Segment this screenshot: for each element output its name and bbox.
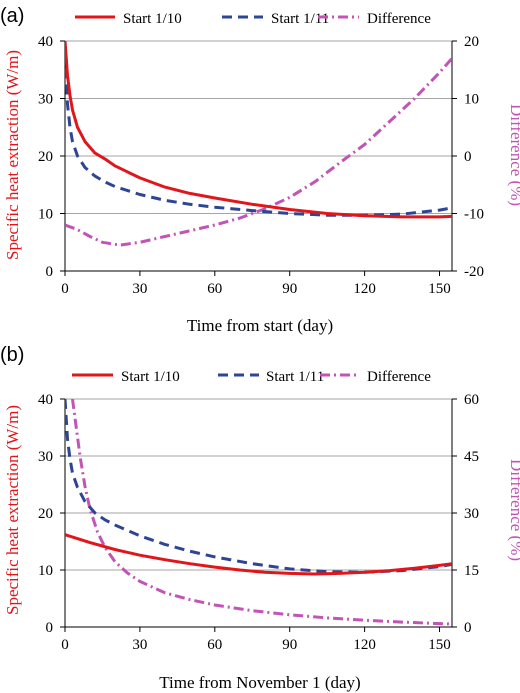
x-tick-label: 0 — [61, 637, 69, 653]
y2-tick-label: 45 — [464, 449, 479, 465]
series-line-start-1-11 — [65, 52, 452, 217]
legend-label-difference: Difference — [367, 11, 431, 27]
panel-label: (b) — [0, 344, 24, 366]
series-line-start-1-10 — [65, 533, 452, 576]
x-tick-label: 30 — [132, 637, 147, 653]
panel-label: (a) — [0, 5, 24, 27]
y-tick-label: 20 — [38, 149, 53, 165]
y-tick-label: 10 — [38, 207, 53, 223]
x-tick-label: 60 — [207, 637, 222, 653]
y2-tick-label: 20 — [464, 34, 479, 50]
y-tick-label: 0 — [46, 264, 54, 280]
x-tick-label: 120 — [353, 281, 376, 297]
y2-tick-label: 0 — [464, 620, 472, 636]
legend-label-start-1-11: Start 1/11 — [271, 11, 329, 27]
y2-axis-label: Difference (%) — [507, 459, 520, 561]
x-tick-label: 60 — [207, 281, 222, 297]
y2-tick-label: -10 — [464, 207, 484, 223]
x-tick-label: 30 — [132, 281, 147, 297]
y-tick-label: 30 — [38, 449, 53, 465]
series-line-start-1-11 — [65, 399, 452, 574]
x-tick-label: 90 — [282, 281, 297, 297]
series-line-difference — [65, 57, 452, 247]
legend: Start 1/10 Start 1/11 Difference — [75, 11, 431, 27]
legend-label-start-1-11: Start 1/11 — [266, 369, 324, 385]
y2-tick-label: 10 — [464, 92, 479, 108]
y-axis-label: Specific heat extraction (W/m) — [3, 50, 22, 260]
y-tick-label: 20 — [38, 506, 53, 522]
y2-tick-label: 60 — [464, 392, 479, 408]
series-line-start-1-10 — [65, 41, 452, 219]
legend-label-start-1-10: Start 1/10 — [121, 369, 180, 385]
panel-b: (b) Start 1/10 Start 1/11 Difference Spe… — [0, 344, 520, 692]
x-axis-label: Time from November 1 (day) — [159, 673, 360, 692]
x-axis-label: Time from start (day) — [187, 316, 333, 335]
x-tick-label: 150 — [428, 281, 451, 297]
y-tick-label: 40 — [38, 392, 53, 408]
y-axis-label: Specific heat extraction (W/m) — [3, 405, 22, 615]
y2-axis-label: Difference (%) — [507, 104, 520, 206]
x-tick-label: 120 — [353, 637, 376, 653]
y2-tick-label: 15 — [464, 563, 479, 579]
legend: Start 1/10 Start 1/11 Difference — [72, 369, 431, 385]
x-tick-label: 150 — [428, 637, 451, 653]
legend-label-difference: Difference — [367, 369, 431, 385]
y-tick-label: 10 — [38, 563, 53, 579]
panel-a: (a) Start 1/10 Start 1/11 Difference Spe… — [0, 5, 520, 335]
y2-tick-label: 0 — [464, 149, 472, 165]
x-tick-label: 0 — [61, 281, 69, 297]
y-tick-label: 40 — [38, 34, 53, 50]
y2-tick-label: 30 — [464, 506, 479, 522]
x-tick-label: 90 — [282, 637, 297, 653]
y-tick-label: 30 — [38, 92, 53, 108]
series-line-difference — [71, 399, 452, 626]
y2-tick-label: -20 — [464, 264, 484, 280]
legend-label-start-1-10: Start 1/10 — [123, 11, 182, 27]
y-tick-label: 0 — [46, 620, 54, 636]
